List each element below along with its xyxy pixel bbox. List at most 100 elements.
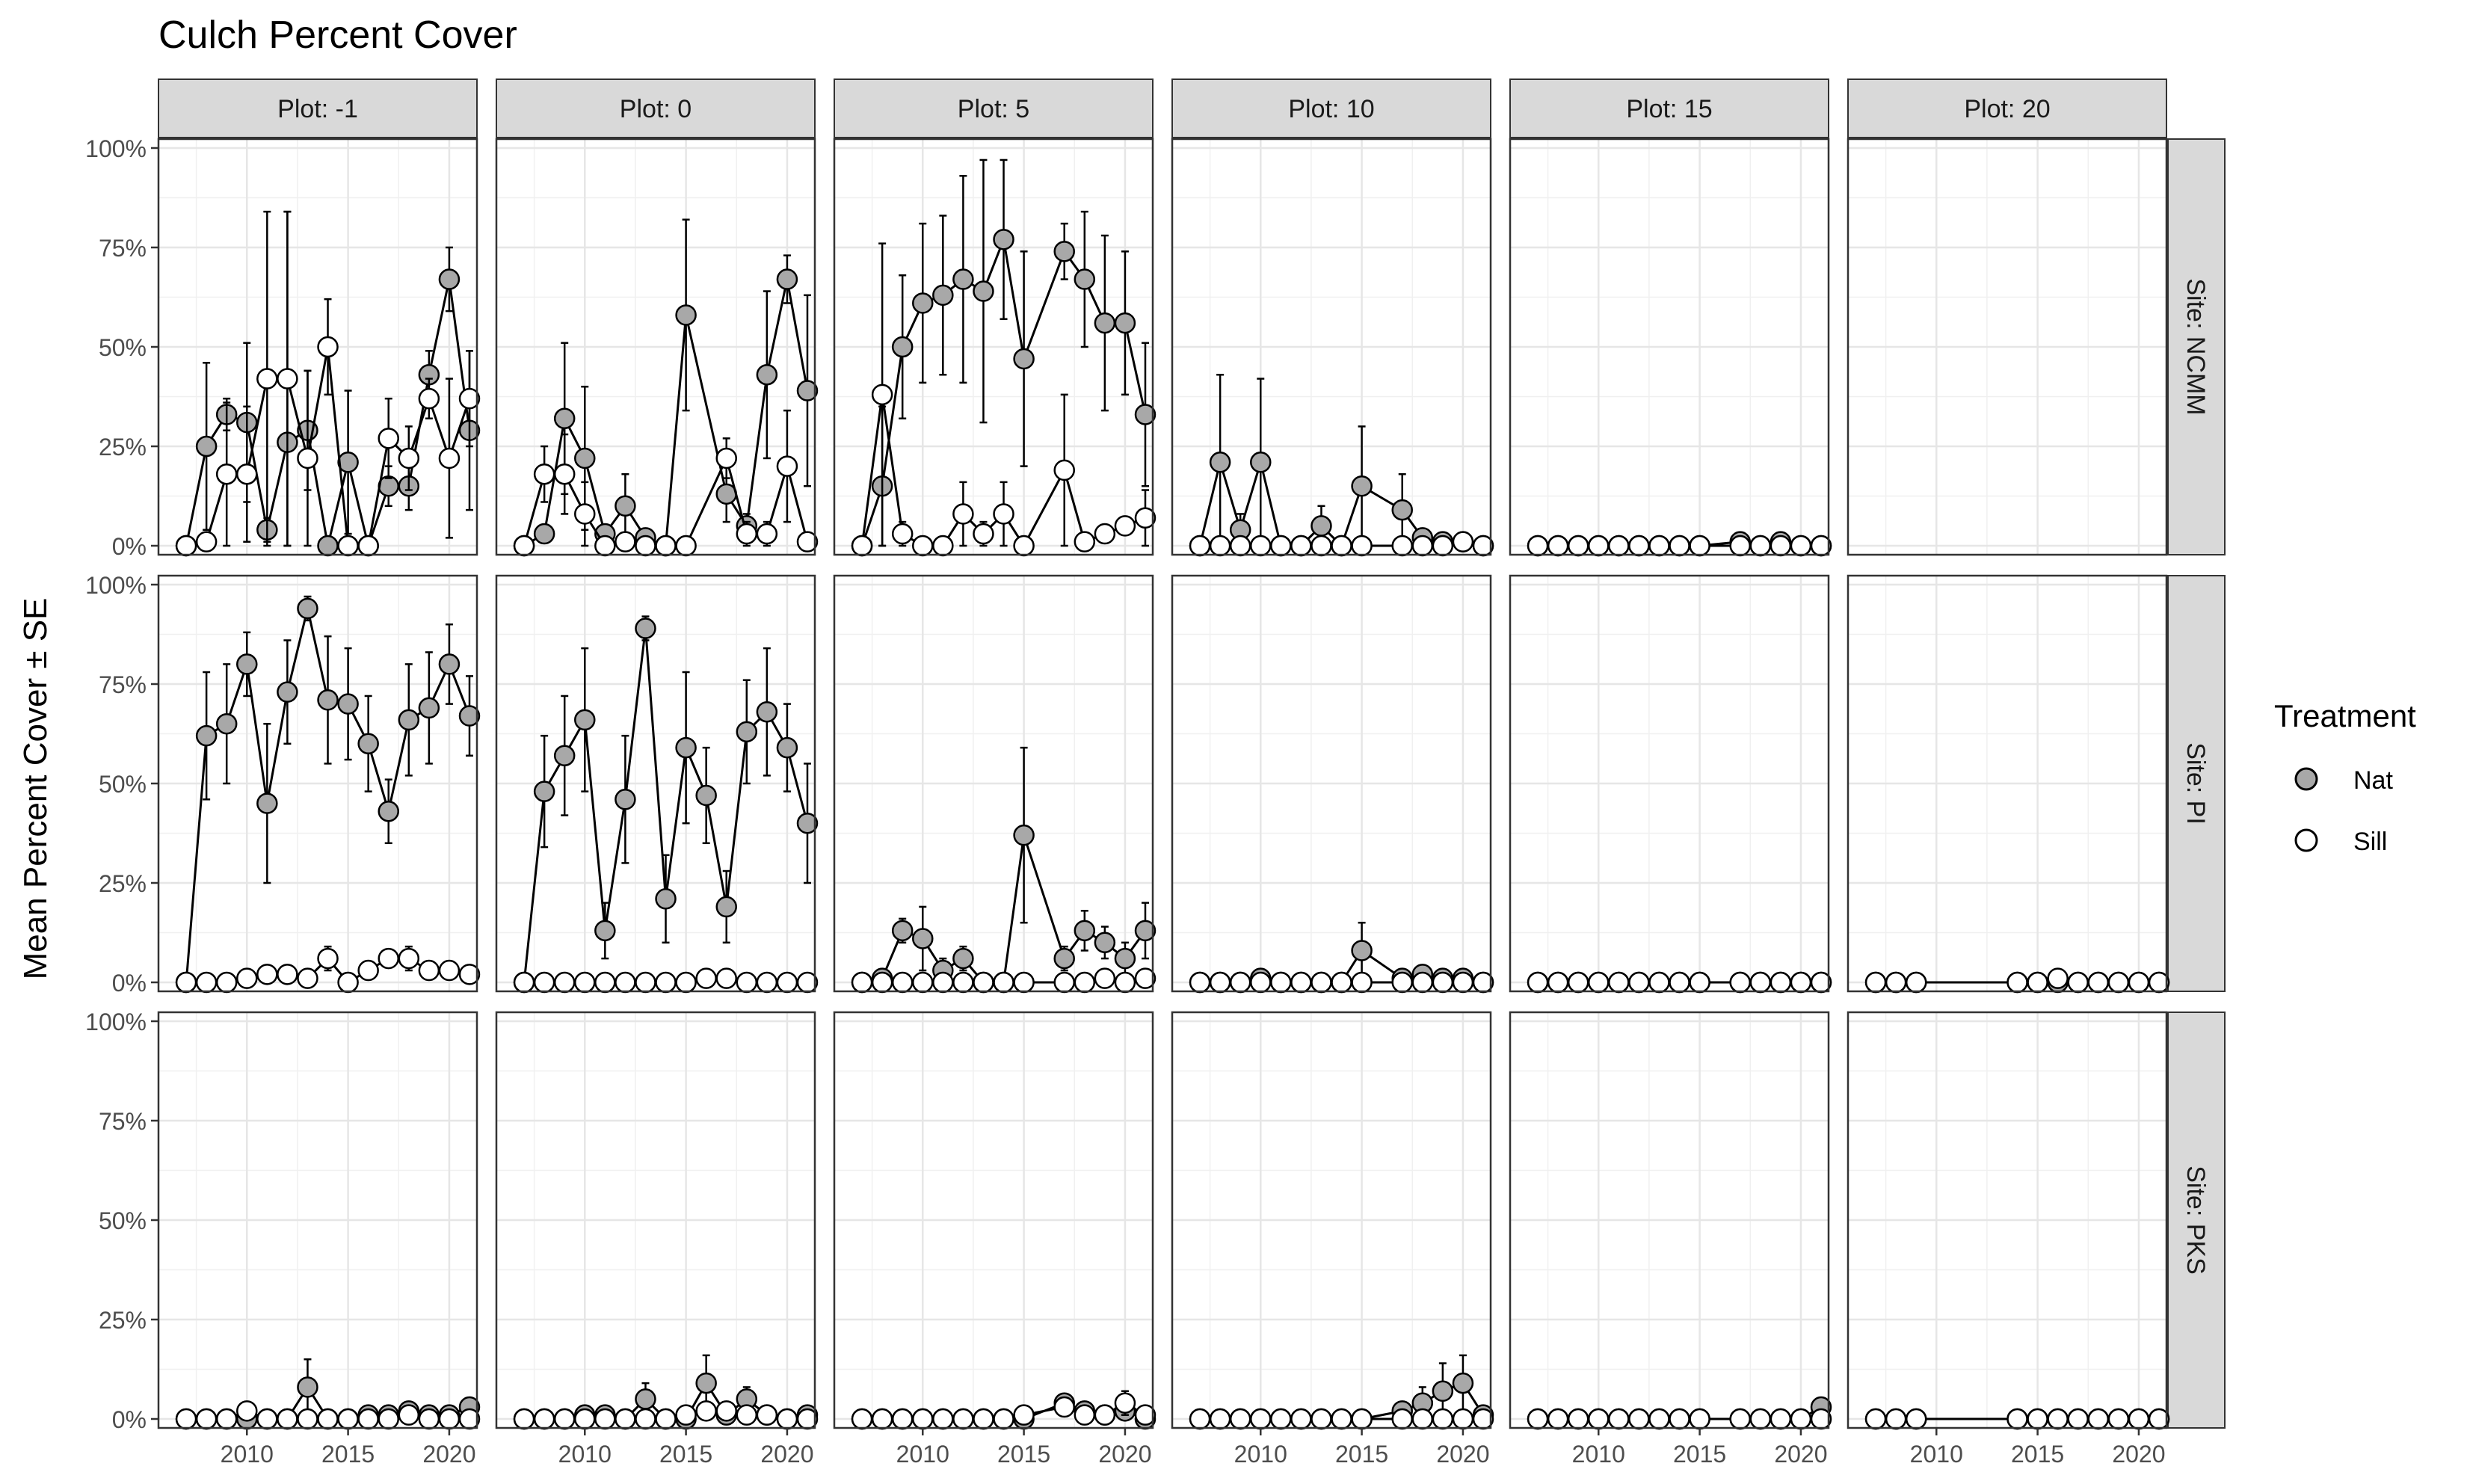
nat-point	[776, 736, 798, 759]
sill-point	[973, 1408, 994, 1430]
column-strip	[158, 78, 478, 138]
nat-point	[973, 280, 994, 302]
sill-point	[1432, 971, 1454, 994]
sill-point	[438, 1408, 461, 1430]
sill-point	[438, 447, 461, 469]
facet-panel: 0% 25% 50% 75% 100%	[85, 135, 481, 560]
panel-border	[1171, 138, 1492, 556]
y-tick-label: 100%	[85, 135, 147, 162]
sill-point	[2027, 1408, 2048, 1430]
sill-point	[1628, 535, 1650, 557]
sill-point	[1250, 971, 1272, 994]
sill-point	[1885, 1408, 1907, 1430]
nat-point	[993, 229, 1014, 250]
nat-point	[1250, 452, 1272, 473]
nat-point	[277, 681, 298, 703]
x-tick-label: 2015	[659, 1441, 712, 1468]
sill-point	[756, 523, 778, 545]
sill-point	[277, 1408, 298, 1430]
sill-point	[175, 535, 197, 557]
column-strip	[1847, 78, 2167, 138]
sill-point	[851, 1408, 873, 1430]
nat-point	[533, 781, 555, 802]
sill-point	[458, 964, 481, 985]
legend-key-sill	[2294, 828, 2318, 852]
row-strip-label: Site: NCMM	[2181, 278, 2210, 415]
sill-point	[1391, 535, 1413, 557]
sill-point	[317, 1408, 339, 1430]
sill-point	[1290, 535, 1312, 557]
sill-point	[1790, 535, 1812, 557]
sill-point	[553, 1408, 576, 1430]
facet-panel	[833, 574, 1156, 994]
sill-point	[1209, 971, 1231, 994]
sill-point	[1270, 1408, 1292, 1430]
legend-label-sill: Sill	[2353, 828, 2387, 856]
sill-point	[635, 535, 656, 557]
sill-point	[1567, 535, 1589, 557]
sill-point	[2128, 1408, 2150, 1430]
column-strip	[834, 78, 1154, 138]
sill-point	[1864, 971, 1887, 994]
sill-point	[1770, 1408, 1792, 1430]
x-tick-label: 2015	[321, 1441, 375, 1468]
sill-point	[277, 964, 298, 985]
y-tick-label: 25%	[99, 870, 147, 897]
panel-border	[1509, 574, 1830, 993]
nat-point	[695, 784, 717, 807]
panel-border	[1171, 1011, 1492, 1429]
nat-point	[891, 336, 914, 358]
x-tick-label: 2015	[2011, 1441, 2064, 1468]
sill-point	[337, 1408, 359, 1430]
sill-point	[215, 1408, 238, 1430]
sill-point	[1905, 1408, 1927, 1430]
sill-point	[871, 1408, 893, 1430]
x-tick-label: 2015	[1673, 1441, 1726, 1468]
sill-point	[378, 428, 399, 449]
sill-point	[891, 1408, 914, 1430]
nat-point	[1209, 452, 1231, 473]
sill-point	[2006, 971, 2028, 994]
nat-point	[195, 724, 218, 747]
sill-point	[1053, 971, 1075, 994]
sill-point	[1114, 1392, 1136, 1414]
sill-point	[297, 447, 318, 469]
sill-point	[2087, 971, 2110, 994]
sill-point	[195, 971, 218, 994]
sill-point	[337, 535, 359, 557]
x-tick-label: 2020	[1774, 1441, 1827, 1468]
sill-point	[993, 971, 1014, 994]
x-tick-label: 2015	[997, 1441, 1050, 1468]
nat-point	[1452, 1372, 1474, 1394]
sill-point	[912, 535, 934, 557]
sill-point	[1689, 1408, 1710, 1430]
sill-point	[1114, 515, 1136, 537]
sill-point	[1351, 535, 1373, 557]
legend-key-nat	[2294, 767, 2318, 791]
nat-point	[337, 693, 359, 715]
sill-point	[1209, 1408, 1231, 1430]
panel-border	[495, 574, 816, 993]
nat-point	[594, 920, 616, 942]
facet-panel	[495, 574, 819, 994]
sill-point	[1790, 1408, 1812, 1430]
x-tick-label: 2020	[2112, 1441, 2165, 1468]
nat-point	[736, 721, 758, 743]
sill-point	[1588, 535, 1610, 557]
sill-point	[1134, 507, 1156, 529]
sill-point	[1628, 1408, 1650, 1430]
row-strip	[2167, 1012, 2226, 1429]
column-strip-label: Plot: 15	[1626, 95, 1712, 123]
nat-point	[317, 689, 339, 711]
sill-point	[1452, 1408, 1474, 1430]
panel-border	[833, 1011, 1154, 1429]
y-tick-label: 0%	[112, 533, 147, 560]
nat-point	[357, 733, 379, 755]
x-tick-label: 2010	[896, 1441, 949, 1468]
facet-panel: 2010 2015 2020	[495, 1011, 819, 1468]
y-tick-label: 25%	[99, 1307, 147, 1334]
sill-point	[615, 971, 636, 994]
sill-point	[1134, 967, 1156, 989]
column-strip-label: Plot: -1	[277, 95, 358, 123]
nat-point	[1134, 920, 1156, 942]
